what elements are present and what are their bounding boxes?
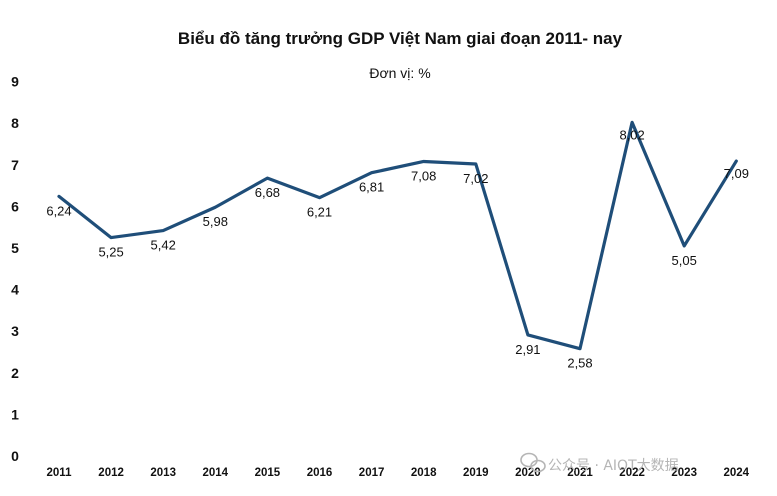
y-tick-label: 3 bbox=[11, 323, 19, 339]
data-label: 7,09 bbox=[724, 166, 749, 181]
watermark-text: 公众号 · AIOT大数据 bbox=[548, 458, 679, 474]
x-axis: 2011 2012 2013 2014 2015 2016 2017 2018 2019 2020… bbox=[47, 467, 750, 479]
y-tick-label: 4 bbox=[11, 282, 19, 298]
data-label: 7,08 bbox=[411, 168, 436, 183]
x-tick-label: 2019 bbox=[463, 467, 489, 479]
y-tick-label: 7 bbox=[11, 157, 19, 173]
chart-subtitle: Đơn vị: % bbox=[369, 65, 430, 81]
x-tick-label: 2015 bbox=[255, 467, 281, 479]
data-label: 5,42 bbox=[151, 238, 176, 253]
x-tick-label: 2023 bbox=[671, 467, 697, 479]
watermark: 公众号 · AIOT大数据 bbox=[520, 452, 679, 474]
x-tick-label: 2012 bbox=[98, 467, 124, 479]
y-axis: 0 1 2 3 4 5 6 7 8 9 bbox=[11, 74, 19, 464]
x-tick-label: 2021 bbox=[567, 467, 593, 479]
y-tick-label: 1 bbox=[11, 406, 19, 422]
data-label: 5,05 bbox=[672, 253, 697, 268]
x-tick-label: 2022 bbox=[619, 467, 645, 479]
data-label: 7,02 bbox=[463, 171, 488, 186]
y-tick-label: 9 bbox=[11, 74, 19, 90]
y-tick-label: 8 bbox=[11, 115, 19, 131]
data-label: 6,81 bbox=[359, 180, 384, 195]
x-tick-label: 2011 bbox=[47, 467, 73, 479]
x-tick-label: 2014 bbox=[203, 467, 229, 479]
x-tick-label: 2017 bbox=[359, 467, 385, 479]
data-label: 8,02 bbox=[619, 127, 644, 142]
y-tick-label: 2 bbox=[11, 365, 19, 381]
x-tick-label: 2020 bbox=[515, 467, 541, 479]
data-label: 6,68 bbox=[255, 185, 280, 200]
y-tick-label: 0 bbox=[11, 448, 19, 464]
data-label: 2,91 bbox=[515, 342, 540, 357]
chart-title: Biểu đồ tăng trưởng GDP Việt Nam giai đo… bbox=[178, 29, 623, 48]
wechat-icon bbox=[520, 452, 546, 473]
data-label: 5,25 bbox=[98, 245, 123, 260]
data-label: 5,98 bbox=[203, 214, 228, 229]
y-tick-label: 6 bbox=[11, 198, 19, 214]
x-tick-label: 2018 bbox=[411, 467, 437, 479]
data-label: 6,24 bbox=[46, 203, 71, 218]
data-labels: 6,24 5,25 5,42 5,98 6,68 6,21 6,81 7,08 7,02 2,91… bbox=[46, 127, 749, 370]
data-label: 6,21 bbox=[307, 205, 332, 220]
x-tick-label: 2016 bbox=[307, 467, 333, 479]
gdp-series-line bbox=[57, 120, 738, 351]
x-tick-label: 2024 bbox=[724, 467, 750, 479]
x-tick-label: 2013 bbox=[150, 467, 176, 479]
y-tick-label: 5 bbox=[11, 240, 19, 256]
data-label: 2,58 bbox=[567, 356, 592, 371]
